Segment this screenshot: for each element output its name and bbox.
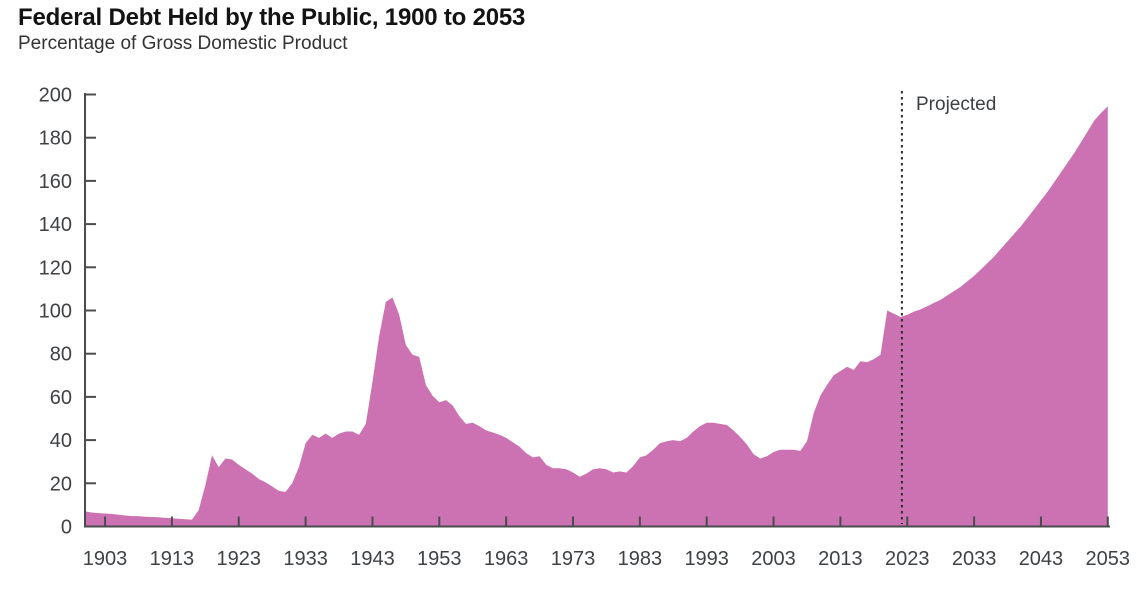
- x-tick-label: 1913: [150, 548, 195, 570]
- x-tick-label: 2043: [1019, 548, 1064, 570]
- x-tick-label: 1943: [350, 548, 395, 570]
- y-tick-label: 140: [39, 214, 72, 236]
- x-tick-label: 2013: [818, 548, 863, 570]
- x-tick-label: 1993: [684, 548, 729, 570]
- x-tick-label: 2053: [1086, 548, 1131, 570]
- y-tick-label: 200: [39, 85, 72, 107]
- x-tick-label: 1903: [83, 548, 128, 570]
- y-tick-label: 180: [39, 128, 72, 150]
- y-tick-label: 120: [39, 257, 72, 279]
- x-tick-label: 1933: [283, 548, 328, 570]
- x-tick-label: 2023: [885, 548, 930, 570]
- y-tick-label: 60: [50, 387, 72, 409]
- x-tick-label: 1923: [217, 548, 262, 570]
- x-tick-label: 1963: [484, 548, 529, 570]
- y-tick-label: 20: [50, 473, 72, 495]
- chart-title: Federal Debt Held by the Public, 1900 to…: [18, 4, 526, 31]
- x-tick-label: 1953: [417, 548, 462, 570]
- y-tick-label: 160: [39, 171, 72, 193]
- x-tick-label: 1973: [551, 548, 596, 570]
- y-tick-label: 100: [39, 301, 72, 323]
- y-tick-label: 0: [61, 517, 72, 539]
- projected-label: Projected: [916, 94, 997, 115]
- x-tick-label: 1983: [618, 548, 663, 570]
- y-tick-label: 40: [50, 430, 72, 452]
- y-tick-label: 80: [50, 344, 72, 366]
- y-axis-ticks: 0 20 40 60 80 100 120 140 160 180 200: [39, 85, 96, 539]
- debt-area-series: [85, 106, 1108, 527]
- x-tick-label: 2033: [952, 548, 997, 570]
- chart-subtitle: Percentage of Gross Domestic Product: [18, 33, 348, 54]
- x-axis-ticks: 1903 1913 1923 1933 1943 1953 1963 1973 1983 1993…: [83, 516, 1131, 570]
- x-tick-label: 2003: [751, 548, 796, 570]
